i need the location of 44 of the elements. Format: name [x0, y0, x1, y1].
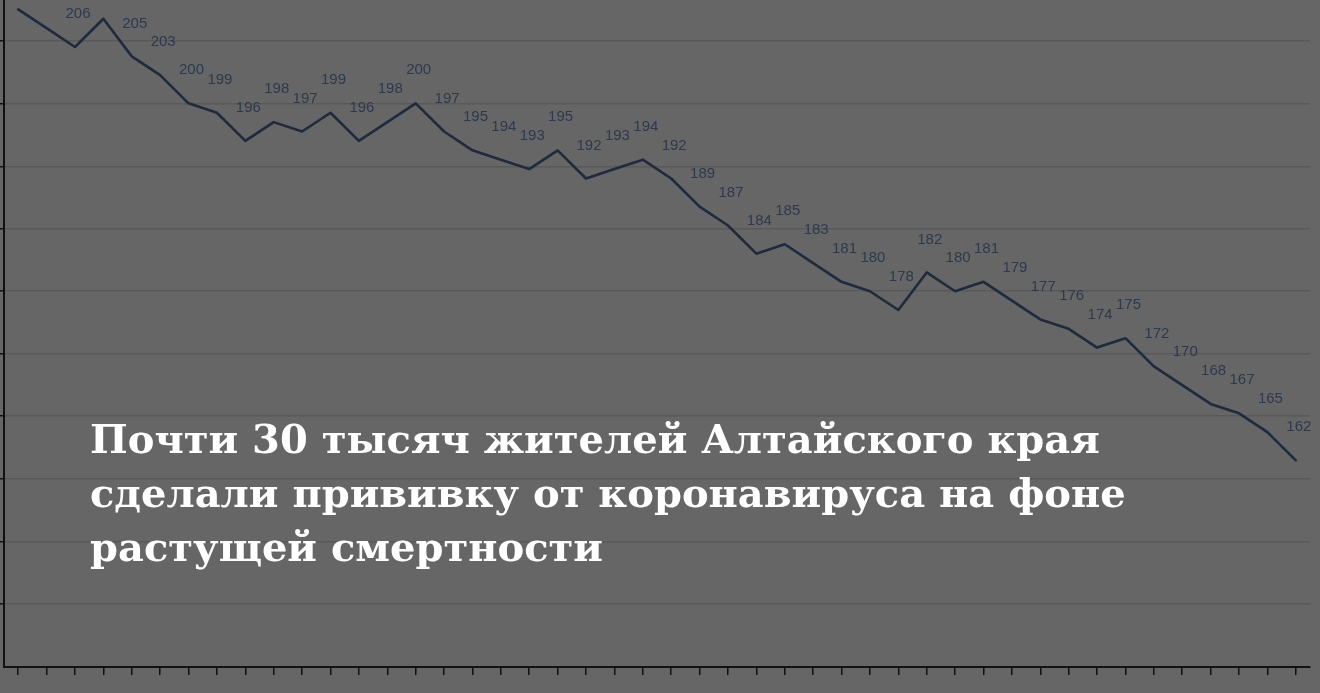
data-label: 180 [860, 248, 886, 266]
data-label: 177 [1030, 276, 1056, 294]
data-label: 199 [320, 69, 347, 87]
data-label: 175 [1115, 295, 1141, 313]
data-label: 206 [65, 4, 91, 22]
data-label: 176 [1059, 285, 1085, 303]
data-label: 196 [349, 98, 375, 116]
data-label: 184 [746, 210, 772, 228]
data-label: 198 [264, 79, 290, 97]
data-label: 197 [434, 88, 460, 106]
data-label: 181 [832, 238, 858, 256]
data-label: 162 [1286, 417, 1312, 435]
data-label: 187 [718, 182, 744, 200]
data-label: 192 [576, 135, 602, 153]
data-label: 194 [633, 116, 659, 134]
data-label: 172 [1144, 323, 1170, 341]
data-label: 196 [235, 98, 261, 116]
data-label: 205 [122, 13, 148, 31]
text: Почти 30 тысяч жителей Алтайского края сделали прививку от коронавируса на фоне растущей смертности [90, 414, 1127, 572]
data-label: 174 [1087, 304, 1113, 322]
data-label: 193 [604, 126, 630, 144]
data-label: 167 [1229, 370, 1255, 388]
data-label: 198 [377, 79, 403, 97]
data-label: 185 [775, 201, 801, 219]
data-label: 181 [973, 238, 1000, 256]
data-label: 180 [945, 248, 971, 266]
data-label: 179 [1002, 257, 1028, 275]
data-label: 192 [661, 135, 687, 153]
data-label: 165 [1257, 389, 1283, 407]
data-label: 182 [917, 229, 943, 247]
data-label: 199 [207, 69, 233, 87]
data-label: 193 [519, 126, 545, 144]
data-label: 197 [292, 88, 318, 106]
data-label: 200 [406, 60, 432, 78]
data-label: 203 [150, 32, 176, 50]
data-label: 200 [179, 60, 205, 78]
data-label: 170 [1172, 342, 1198, 360]
data-label: 189 [690, 163, 716, 181]
data-label: 194 [491, 116, 517, 134]
data-label: 183 [803, 220, 829, 238]
data-label: 178 [888, 267, 914, 285]
data-label: 168 [1201, 361, 1227, 379]
data-label: 195 [548, 107, 574, 125]
data-label: 195 [462, 107, 488, 125]
